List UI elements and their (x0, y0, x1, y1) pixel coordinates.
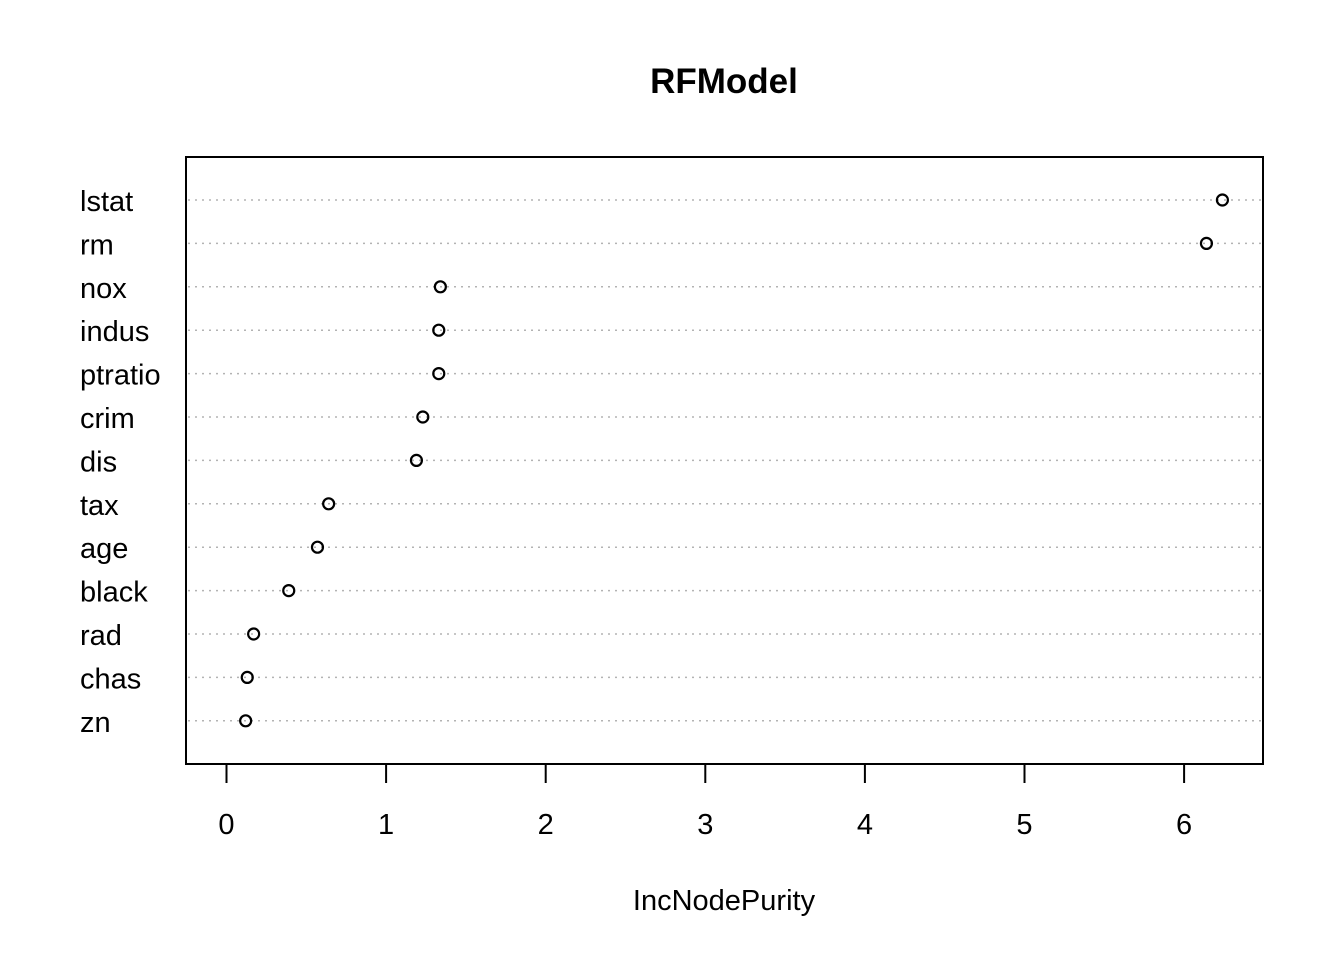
category-label-rad: rad (80, 620, 122, 652)
data-point-ptratio (432, 367, 446, 381)
x-tick-label-3: 3 (697, 809, 713, 841)
category-label-ptratio: ptratio (80, 360, 161, 392)
x-tick-label-6: 6 (1176, 809, 1192, 841)
category-label-black: black (80, 577, 148, 609)
x-tick-label-5: 5 (1016, 809, 1032, 841)
category-label-nox: nox (80, 273, 127, 305)
data-point-crim (416, 410, 430, 424)
data-points (239, 193, 1230, 728)
x-axis-label: IncNodePurity (633, 885, 816, 917)
category-label-dis: dis (80, 446, 117, 478)
data-point-indus (432, 323, 446, 337)
category-label-tax: tax (80, 490, 119, 522)
category-label-indus: indus (80, 316, 149, 348)
category-label-crim: crim (80, 403, 135, 435)
category-labels: lstat rm nox indus ptratio crim dis tax age black… (80, 186, 161, 739)
chart-title: RFModel (650, 62, 798, 101)
x-tick-label-2: 2 (538, 809, 554, 841)
data-point-dis (409, 453, 424, 467)
data-point-age (310, 540, 325, 554)
x-axis: 0 1 2 3 4 5 6 (218, 763, 1192, 841)
data-point-tax (322, 497, 336, 511)
data-point-rm (1199, 236, 1214, 250)
data-point-lstat (1215, 193, 1230, 207)
data-point-black (282, 583, 296, 598)
x-tick-label-4: 4 (857, 809, 873, 841)
category-label-lstat: lstat (80, 186, 133, 218)
category-label-chas: chas (80, 663, 141, 695)
data-point-zn (239, 714, 253, 728)
category-label-age: age (80, 533, 128, 565)
plot-frame (185, 156, 1264, 765)
data-point-chas (240, 670, 254, 685)
data-point-rad (247, 627, 261, 641)
x-tick-label-0: 0 (218, 809, 234, 841)
gridlines (188, 199, 1261, 722)
data-point-nox (433, 280, 447, 294)
category-label-rm: rm (80, 229, 114, 261)
category-label-zn: zn (80, 707, 111, 739)
x-tick-label-1: 1 (378, 809, 394, 841)
